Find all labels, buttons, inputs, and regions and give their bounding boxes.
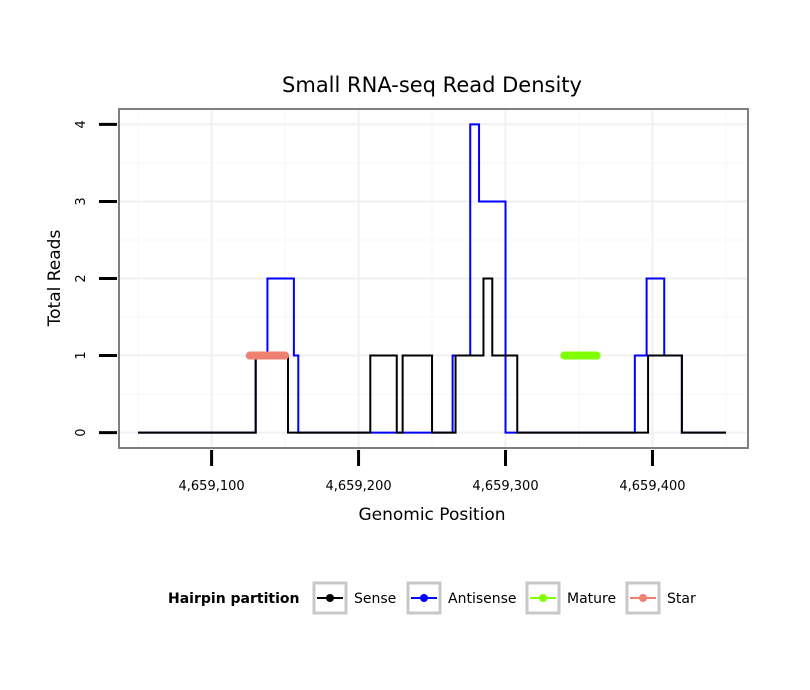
legend: Hairpin partition Sense Antisense Mature St… xyxy=(168,581,696,615)
legend-title: Hairpin partition xyxy=(168,591,299,607)
series-layer xyxy=(138,123,726,434)
x-axis: 4,659,100 4,659,200 4,659,300 4,659,400 xyxy=(179,450,686,494)
legend-label: Mature xyxy=(567,591,616,607)
legend-label: Antisense xyxy=(448,591,517,607)
legend-key-point xyxy=(420,594,428,602)
y-tick-label: 4 xyxy=(74,120,89,128)
x-tick-label: 4,659,300 xyxy=(472,479,538,494)
y-axis-label: Total Reads xyxy=(45,230,65,328)
legend-key-point xyxy=(326,594,334,602)
x-axis-label: Genomic Position xyxy=(358,505,505,525)
x-tick-label: 4,659,100 xyxy=(179,479,245,494)
x-tick-label: 4,659,400 xyxy=(619,479,685,494)
y-tick-label: 3 xyxy=(74,197,89,205)
y-tick-label: 2 xyxy=(74,274,89,282)
x-tick-label: 4,659,200 xyxy=(325,479,391,494)
plot-border xyxy=(118,108,749,449)
y-tick-label: 1 xyxy=(74,351,89,359)
legend-key-point xyxy=(639,594,647,602)
y-axis: 0 1 2 3 4 xyxy=(74,120,117,437)
legend-key-point xyxy=(539,594,547,602)
legend-item-star: Star xyxy=(625,581,696,615)
series-line-antisense xyxy=(138,123,726,434)
legend-label: Sense xyxy=(354,591,396,607)
legend-item-mature: Mature xyxy=(525,581,616,615)
y-tick-label: 0 xyxy=(74,428,89,436)
legend-item-sense: Sense xyxy=(312,581,396,615)
legend-label: Star xyxy=(667,591,696,607)
legend-item-antisense: Antisense xyxy=(406,581,517,615)
series-line-sense xyxy=(138,277,726,434)
chart-title: Small RNA-seq Read Density xyxy=(282,73,582,97)
